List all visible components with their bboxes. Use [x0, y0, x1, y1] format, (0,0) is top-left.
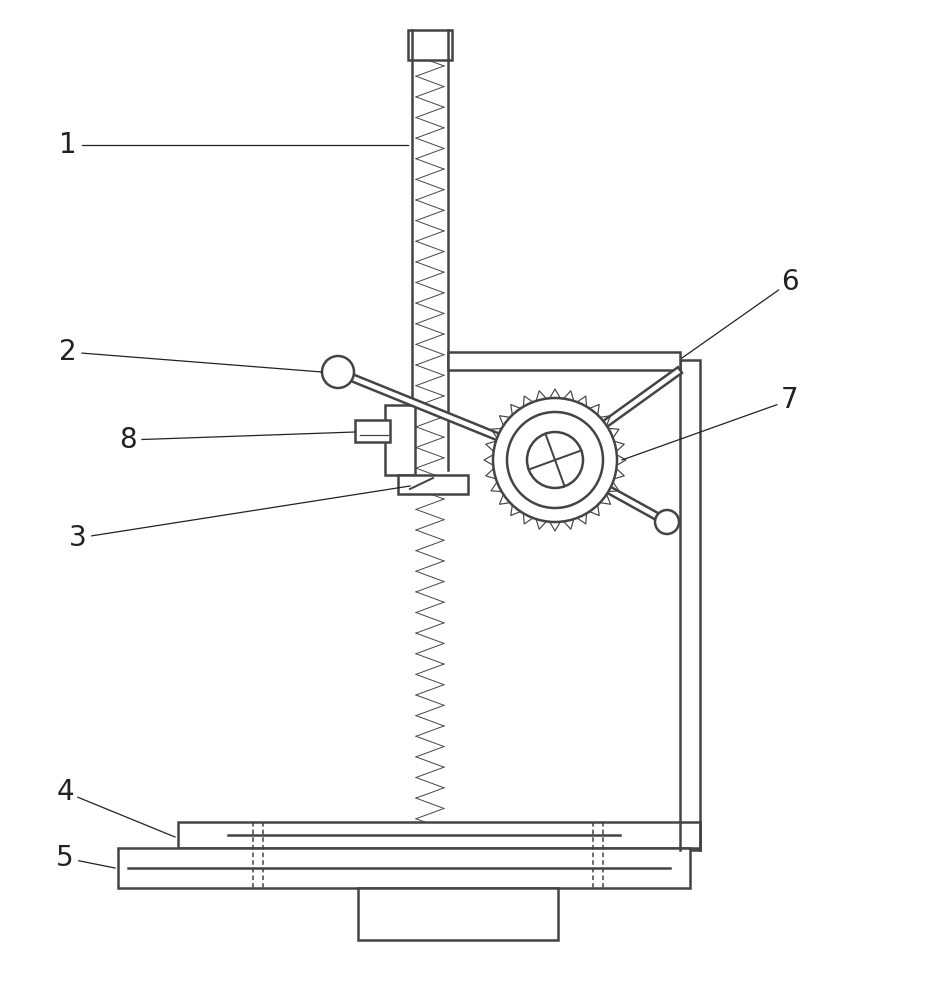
Polygon shape [553, 367, 682, 463]
Bar [178, 822, 700, 848]
Text: 3: 3 [69, 524, 87, 552]
Text: 4: 4 [56, 778, 74, 806]
Text: 5: 5 [56, 844, 74, 872]
Circle shape [507, 412, 603, 508]
Circle shape [322, 356, 354, 388]
Polygon shape [553, 457, 669, 525]
Text: 2: 2 [59, 338, 77, 366]
Text: 1: 1 [59, 131, 77, 159]
Bar [385, 405, 415, 475]
Bar [118, 848, 690, 888]
Bar [680, 360, 700, 850]
Bar [398, 475, 468, 494]
Bar [408, 30, 452, 60]
Text: 6: 6 [781, 268, 799, 296]
Polygon shape [336, 369, 557, 463]
Bar [448, 352, 680, 370]
Circle shape [493, 398, 617, 522]
Text: 8: 8 [120, 426, 136, 454]
Bar [358, 888, 558, 940]
Bar [355, 420, 390, 442]
Circle shape [527, 432, 583, 488]
Circle shape [655, 510, 679, 534]
Text: 7: 7 [781, 386, 799, 414]
